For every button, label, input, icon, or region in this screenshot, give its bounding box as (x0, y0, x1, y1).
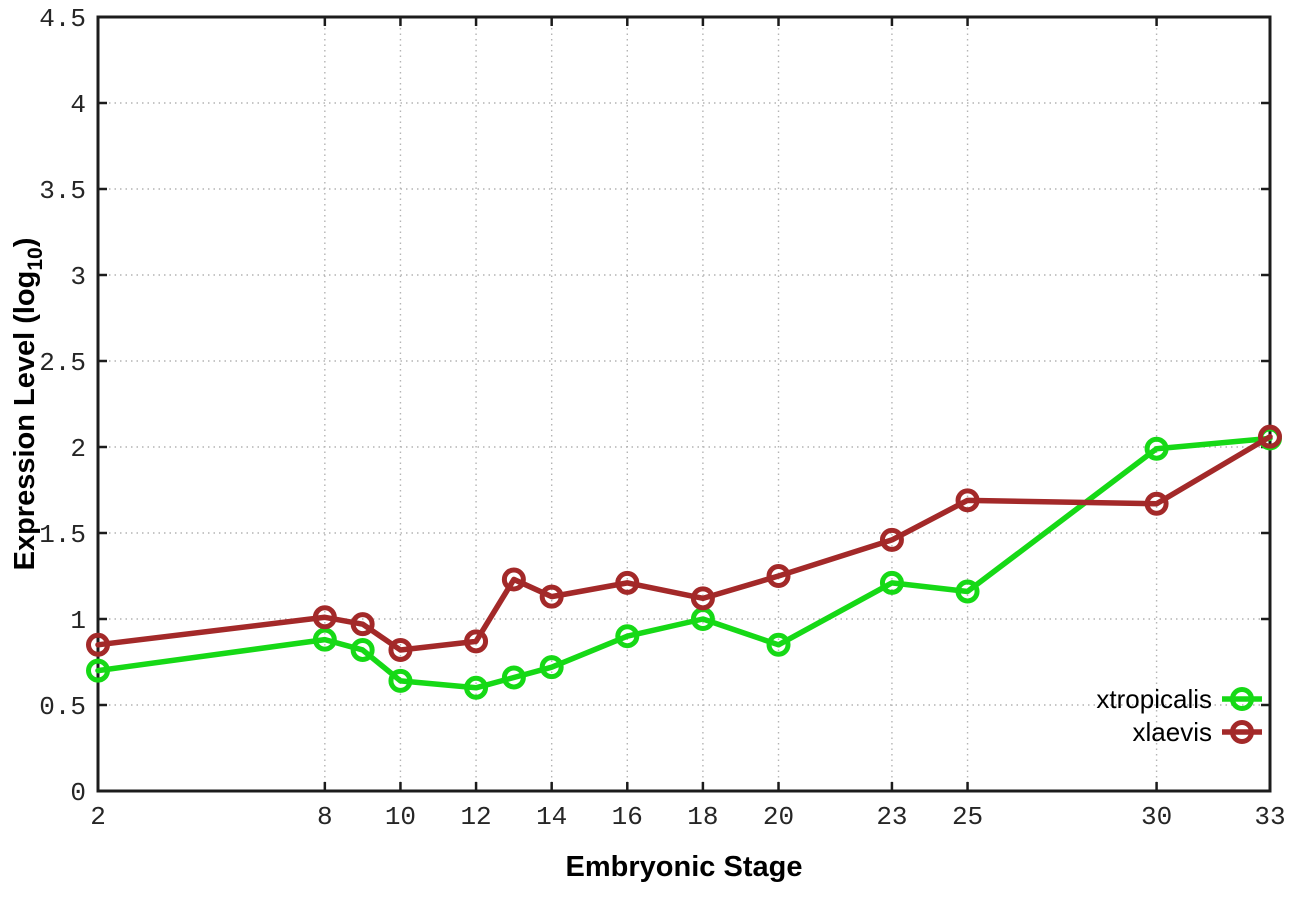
data-point-xlaevis (690, 586, 715, 611)
series-line-xtropicalis (95, 435, 1273, 691)
x-tick-label: 18 (687, 802, 718, 832)
data-point-xtropicalis (312, 627, 337, 652)
axes-layer: 2 8 10 12 14 16 18 20 23 25 30 33 0 0.5 1 1.5 2 2.5 3 3.5 4 4… (39, 4, 1285, 832)
data-point-xlaevis (388, 637, 413, 662)
data-point-xtropicalis (1144, 436, 1169, 461)
y-tick-label: 3 (70, 262, 86, 292)
legend-sample-marker (1230, 720, 1254, 744)
x-axis-title: Embryonic Stage (566, 851, 803, 883)
y-tick-label: 0 (70, 778, 86, 808)
series-layer (86, 424, 1282, 700)
data-point-xlaevis (955, 488, 980, 513)
y-tick-label: 2 (70, 434, 86, 464)
data-point-xlaevis (312, 605, 337, 630)
data-point-xtropicalis (766, 632, 791, 657)
y-tick-label: 1 (70, 606, 86, 636)
legend-sample-marker (1230, 687, 1254, 711)
data-point-xtropicalis (350, 637, 375, 662)
y-tick-label: 0.5 (39, 692, 86, 722)
data-point-xtropicalis (86, 658, 110, 683)
data-point-xlaevis (350, 612, 375, 637)
data-point-xlaevis (539, 584, 564, 609)
y-tick-label: 1.5 (39, 520, 86, 550)
x-tick-label: 25 (952, 802, 983, 832)
legend-item-xtropicalis: xtropicalis (1096, 684, 1262, 714)
x-tick-label: 30 (1141, 802, 1172, 832)
data-point-xtropicalis (955, 579, 980, 604)
legend-item-xlaevis: xlaevis (1133, 717, 1262, 747)
x-tick-label: 8 (317, 802, 333, 832)
x-tick-label: 2 (90, 802, 106, 832)
data-point-xtropicalis (879, 570, 904, 595)
data-point-xtropicalis (464, 675, 489, 700)
x-tick-label: 10 (385, 802, 416, 832)
y-tick-label: 4.5 (39, 4, 86, 34)
data-point-xlaevis (1144, 491, 1169, 516)
grid-layer (98, 17, 1270, 791)
x-tick-label: 20 (763, 802, 794, 832)
data-point-xtropicalis (615, 624, 640, 649)
axis-labels-layer: Embryonic Stage Expression Level (log10) (9, 238, 802, 883)
data-point-xlaevis (464, 629, 489, 654)
y-tick-label: 2.5 (39, 348, 86, 378)
x-tick-label: 33 (1254, 802, 1285, 832)
plot-border (96, 15, 1272, 793)
data-point-xlaevis (1258, 424, 1282, 449)
data-point-xlaevis (879, 527, 904, 552)
x-tick-label: 23 (876, 802, 907, 832)
data-point-xlaevis (86, 632, 110, 657)
legend-label: xtropicalis (1096, 684, 1212, 714)
y-axis-title: Expression Level (log10) (9, 238, 47, 571)
data-point-xtropicalis (539, 655, 564, 680)
x-tick-label: 14 (536, 802, 567, 832)
x-tick-label: 12 (460, 802, 491, 832)
series-line-xlaevis (95, 433, 1273, 653)
legend-label: xlaevis (1133, 717, 1212, 747)
y-tick-label: 4 (70, 90, 86, 120)
y-tick-label: 3.5 (39, 176, 86, 206)
data-point-xtropicalis (388, 668, 413, 693)
x-tick-label: 16 (612, 802, 643, 832)
data-point-xlaevis (615, 570, 640, 595)
data-point-xlaevis (501, 567, 526, 592)
data-point-xlaevis (766, 564, 791, 588)
data-point-xtropicalis (501, 665, 526, 690)
